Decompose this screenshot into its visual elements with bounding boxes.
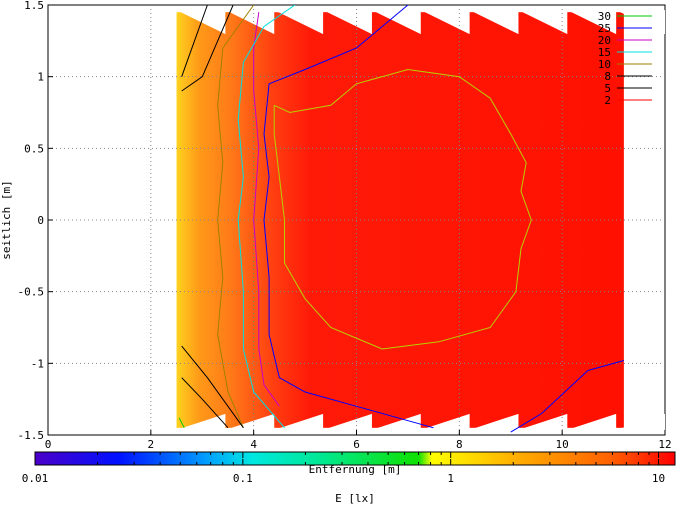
contour-level-20 [253, 12, 280, 407]
x-tick-label: 8 [456, 438, 463, 451]
y-tick-label: 1.5 [24, 0, 44, 12]
contour-level-10 [217, 5, 255, 428]
y-axis-label: seitlich [m] [0, 180, 13, 259]
contour-lines [178, 5, 625, 433]
legend-label: 25 [598, 22, 611, 35]
legend-label: 10 [598, 58, 611, 71]
y-tick-label: 0.5 [24, 142, 44, 155]
x-tick-label: 6 [353, 438, 360, 451]
legend-label: 30 [598, 10, 611, 23]
grid-lines [48, 5, 665, 435]
colorbar [34, 451, 676, 466]
colorbar-tick-label: 0.01 [22, 472, 49, 485]
contour-level-15 [237, 5, 296, 429]
x-tick-label: 2 [148, 438, 155, 451]
contour-level-25 [263, 5, 434, 429]
y-tick-label: -1.5 [18, 429, 45, 442]
y-tick-label: 0 [37, 214, 44, 227]
contour-level-25-bottom-right [510, 360, 625, 433]
colorbar-tick-label: 0.1 [233, 472, 253, 485]
field-ragged-edges [176, 10, 665, 430]
y-tick-label: -0.5 [18, 286, 45, 299]
legend-label: 5 [604, 82, 611, 95]
colorbar-label: E [lx] [335, 492, 375, 505]
x-tick-label: 12 [658, 438, 671, 451]
x-axis-ticks: 0 2 4 6 8 10 12 [45, 430, 672, 451]
x-tick-label: 0 [45, 438, 52, 451]
contour-level-5-bottom [181, 377, 229, 429]
x-tick-label: 10 [556, 438, 569, 451]
legend-label: 2 [604, 94, 611, 107]
legend-label: 8 [604, 70, 611, 83]
y-tick-label: -1 [31, 357, 44, 370]
legend-label: 15 [598, 46, 611, 59]
contour-level-5-top [181, 5, 208, 77]
colorbar-ticks: 0.01 0.1 1 10 [22, 452, 665, 485]
legend-label: 20 [598, 34, 611, 47]
colorbar-tick-label: 10 [652, 472, 665, 485]
contour-level-30 [178, 417, 185, 429]
illuminance-field [176, 10, 665, 430]
contour-level-8-top [181, 5, 234, 92]
x-axis-label: Entfernung [m] [309, 463, 402, 476]
x-tick-label: 4 [250, 438, 257, 451]
y-axis-ticks: 1.5 1 0.5 0 -0.5 -1 -1.5 [18, 0, 53, 442]
contour-level-2-inner [273, 68, 532, 350]
y-tick-label: 1 [37, 71, 44, 84]
colorbar-tick-label: 1 [447, 472, 454, 485]
contour-level-8-bottom [181, 345, 244, 429]
